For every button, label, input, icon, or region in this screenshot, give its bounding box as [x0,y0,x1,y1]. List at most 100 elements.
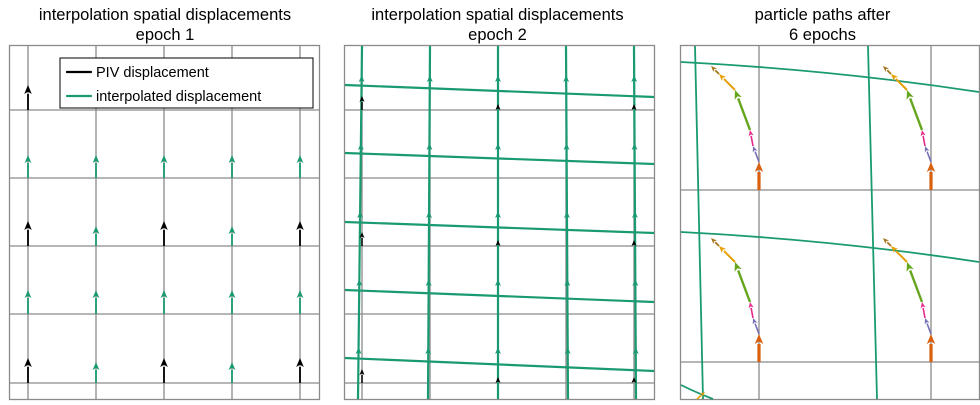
piv-arrow [359,232,365,246]
interp-arrow [92,290,100,314]
panel-3-frame [679,44,980,401]
particle-path-arrow [734,262,752,303]
interp-hcurve [344,288,655,304]
interp-arrow [563,75,570,87]
piv-arrow [24,221,32,246]
interp-arrow [356,279,363,291]
interp-arrow [426,211,433,223]
interp-hcurve [344,83,655,99]
interp-arrow [92,226,100,246]
interp-vcurve [694,45,704,400]
particle-path-arrow [906,90,924,131]
particle-path-arrow [754,334,764,362]
particle-path-arrow [920,130,926,147]
piv-arrow [359,96,365,110]
interp-arrow [495,143,501,155]
interp-arrow [495,211,501,223]
legend-piv-label: PIV displacement [96,65,209,81]
piv-arrow [631,377,637,383]
particle-path-arrow [719,246,736,263]
particle-path-arrow [920,302,926,319]
panel-epoch-1: interpolation spatial displacements epoc… [0,0,330,405]
particle-path-arrow [711,238,720,247]
panel-3-plot [679,44,980,401]
interp-arrow [228,155,236,178]
interp-arrow [228,290,236,314]
interp-arrow [296,290,304,314]
interp-arrow [425,279,432,291]
piv-arrow [296,221,304,246]
particle-path-arrow [891,246,908,263]
particle-path-arrow [752,318,760,335]
interp-hcurve [344,151,655,166]
panel-3-title-line1: particle paths after [754,6,891,24]
particle-path-arrow [754,162,764,190]
legend: PIV displacement interpolated displacemen… [59,57,314,109]
particle-path-arrow [924,318,932,335]
interp-hcurve [680,384,714,400]
panel-1-title-line2: epoch 1 [135,26,195,44]
interp-arrow [160,290,168,314]
interp-arrow [296,155,304,178]
interp-arrow [631,143,638,155]
panel-2-title-line1: interpolation spatial displacements [371,6,624,24]
particle-path-arrow [926,334,936,362]
panel-1-plot: PIV displacement interpolated displacemen… [8,44,321,401]
interp-arrow [426,143,433,155]
interp-arrow [24,155,32,178]
particle-path-arrow [719,74,736,91]
piv-arrow [495,377,501,383]
interp-hcurve [344,220,655,235]
interp-arrow [563,143,570,155]
interp-arrow [563,211,570,223]
particle-path-arrow [734,90,752,131]
particle-path-arrow [926,162,936,190]
legend-interp-label: interpolated displacement [96,89,261,105]
piv-arrow [160,221,168,246]
panel-2-title-line2: epoch 2 [468,26,527,44]
interp-arrow [495,75,501,87]
interp-arrow [425,347,432,359]
interp-arrow [564,347,571,359]
panel-epoch-2: interpolation spatial displacements epoc… [330,0,665,405]
piv-arrow [495,104,501,110]
panel-3-title: particle paths after 6 epochs [665,5,980,45]
particle-path-arrow [883,66,892,75]
panel-2-plot [343,44,656,401]
interp-arrow [495,279,501,291]
piv-arrow [24,358,32,383]
panel-2-frame [343,44,656,401]
interp-arrow [160,155,168,178]
panel-1-title: interpolation spatial displacements epoc… [0,5,330,45]
particle-path-arrow [696,392,705,400]
interp-arrow [228,226,236,246]
particle-path-arrow [906,262,924,303]
panel-1-title-line1: interpolation spatial displacements [38,6,292,24]
interp-arrow [495,347,501,359]
interp-arrow [631,75,638,87]
interp-arrow [24,290,32,314]
particle-path-arrow [748,130,754,147]
interp-arrow [632,279,639,291]
piv-arrow [631,104,637,110]
piv-arrow [495,240,501,246]
interp-arrow [564,279,571,291]
particle-path-arrow [711,66,720,75]
interp-arrow [92,362,100,383]
particle-path-arrow [891,74,908,91]
interp-hcurve [680,61,980,93]
piv-arrow [296,358,304,383]
particle-path-arrow [748,302,754,319]
interp-arrow [631,211,638,223]
interp-arrow [357,211,364,223]
particle-path-arrow [924,146,932,163]
piv-arrow [359,369,365,383]
particle-path-arrow [752,146,760,163]
panel-1-frame [8,44,321,401]
interp-arrow [228,362,236,383]
particle-path-arrow [883,238,892,247]
interp-hcurve [680,231,980,263]
interp-vcurve [867,45,878,400]
interp-arrow [632,347,639,359]
piv-arrow [631,240,637,246]
